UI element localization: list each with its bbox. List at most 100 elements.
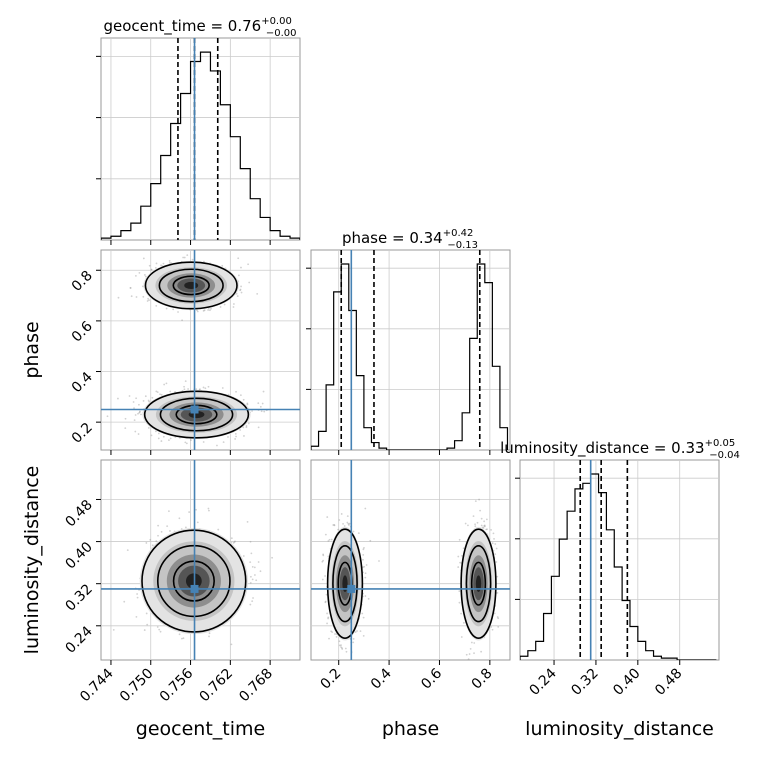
sample-point [183,256,186,259]
sample-point [457,566,460,568]
sample-point [364,507,367,510]
sample-point [140,413,142,416]
sample-point [207,507,210,510]
sample-point [369,539,372,542]
sample-point [485,518,488,521]
sample-point [365,564,368,566]
sample-point [134,274,137,277]
sample-point [221,387,224,389]
sample-point [216,444,218,447]
x-tick-label: 0.750 [117,666,157,706]
sample-point [340,513,343,515]
sample-point [242,398,245,401]
sample-point [483,524,486,527]
sample-point [469,647,472,650]
sample-point [151,396,154,399]
sample-point [249,603,252,606]
contour-line [470,561,487,606]
sample-point [181,319,183,322]
sample-point [321,560,324,563]
sample-point [473,642,476,644]
sample-point [202,309,205,312]
sample-point [183,385,185,388]
sample-point [239,429,242,431]
sample-point [146,300,149,302]
sample-point [184,380,187,383]
sample-point [134,414,137,416]
sample-point [168,510,170,513]
density-fill [184,281,199,289]
sample-point [259,405,262,408]
sample-point [326,612,328,615]
sample-point [134,430,137,433]
sample-point [239,289,242,292]
sample-point [257,426,260,429]
sample-point [221,264,224,267]
density-fill [475,575,482,592]
sample-point [232,303,235,305]
sample-point [146,623,149,626]
sample-point [327,540,330,542]
sample-point [159,630,162,633]
sample-point [324,575,326,577]
truth-marker [347,584,356,593]
sample-point [322,559,325,562]
panel-title: phase = 0.34+0.42 −0.13 [342,228,478,251]
sample-point [480,524,483,527]
x-tick-label: 0.2 [317,666,344,693]
sample-point [364,595,367,597]
sample-point [271,556,273,559]
sample-point [209,309,211,312]
x-tick-label: 0.8 [469,666,496,693]
x-tick-label: 0.24 [527,665,560,698]
sample-point [147,427,150,429]
sample-point [187,388,189,390]
sample-point [162,262,165,265]
sample-point [150,434,153,437]
title-main: luminosity_distance = 0.33 [500,439,704,458]
sample-point [196,309,198,312]
sample-point [147,399,150,402]
sample-point [181,637,183,640]
sample-point [136,593,138,595]
sample-point [203,309,206,312]
sample-point [245,425,248,427]
x-tick-label: 0.6 [418,665,445,692]
sample-point [251,600,254,603]
sample-point [126,549,129,552]
sample-point [342,523,344,525]
sample-point [207,385,210,388]
sample-point [327,617,330,620]
sample-point [363,546,365,549]
sample-point [321,578,324,581]
sample-point [246,402,249,405]
sample-point [357,532,360,535]
sample-point [240,266,242,269]
y-tick-label: 0.8 [69,268,96,295]
sample-point [327,616,330,619]
sample-point [135,397,138,400]
sample-point [169,390,172,393]
sample-point [464,522,467,525]
sample-point [199,388,201,391]
contour-line [460,528,497,639]
sample-point [341,648,344,650]
sample-point [343,525,346,527]
x-axis-label: phase [382,718,439,740]
title-plus: +0.00 [261,16,292,27]
sample-point [458,538,461,541]
sample-point [324,601,327,604]
title-minus: −0.00 [266,28,297,39]
y-tick-label: 0.2 [69,420,96,447]
sample-point [457,555,460,558]
sample-point [333,524,336,526]
sample-point [337,528,340,531]
sample-point [490,626,493,628]
sample-point [257,402,260,405]
sample-point [354,631,357,633]
sample-point [128,395,131,397]
contour-line [143,390,250,439]
sample-point [256,293,259,295]
sample-point [247,263,250,266]
sample-point [234,540,236,543]
